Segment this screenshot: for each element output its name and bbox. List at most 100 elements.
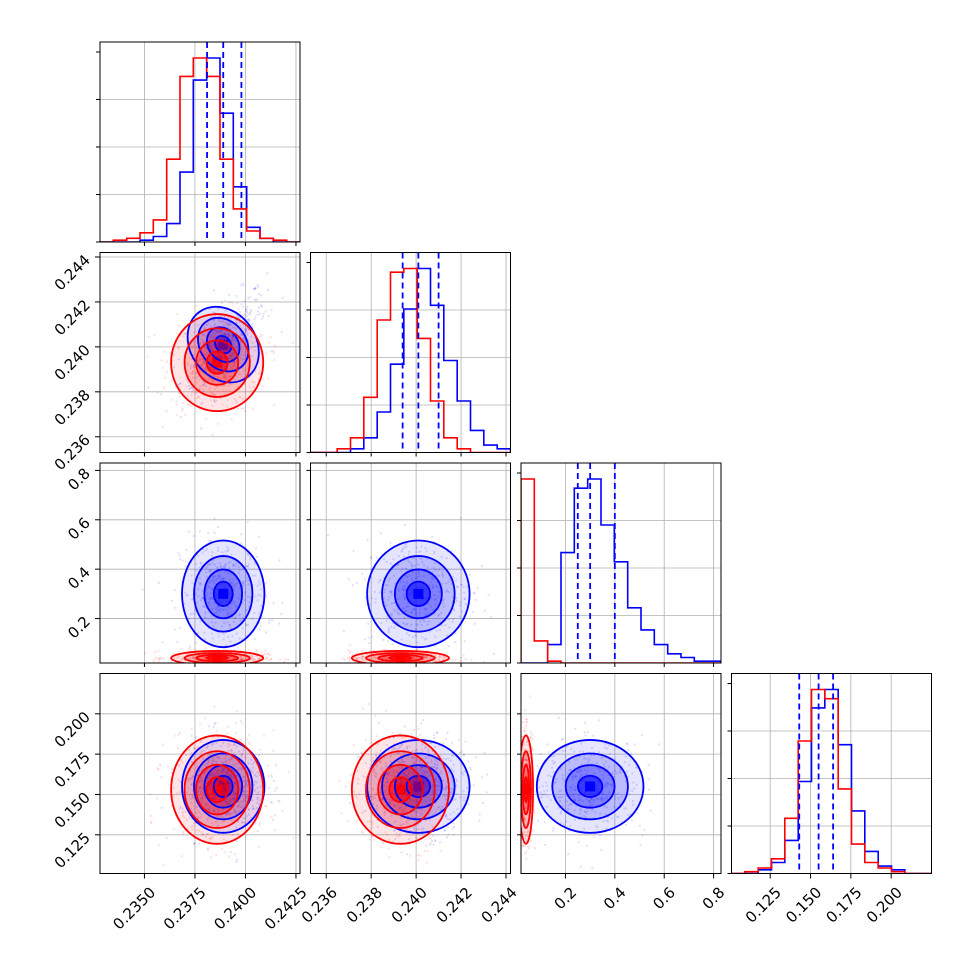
scatter-point	[573, 809, 576, 812]
scatter-point	[421, 591, 424, 595]
scatter-point	[192, 364, 195, 367]
scatter-point	[227, 774, 230, 777]
scatter-point	[533, 811, 536, 814]
scatter-point	[425, 588, 428, 591]
scatter-point	[552, 762, 555, 765]
scatter-point	[194, 649, 197, 652]
scatter-point	[238, 395, 241, 398]
scatter-point	[605, 795, 608, 799]
scatter-point	[438, 628, 442, 632]
scatter-point	[416, 789, 419, 793]
scatter-point	[193, 747, 196, 750]
scatter-point	[205, 324, 208, 327]
scatter-point	[349, 801, 352, 804]
scatter-point	[176, 413, 179, 416]
scatter-point	[459, 601, 462, 604]
scatter-point	[246, 796, 249, 799]
scatter-point	[156, 767, 159, 770]
scatter-point	[397, 597, 400, 601]
scatter-point	[193, 366, 196, 369]
scatter-point	[235, 710, 238, 713]
scatter-point	[225, 333, 228, 336]
scatter-point	[360, 830, 363, 833]
scatter-point	[265, 594, 268, 597]
scatter-point	[414, 611, 417, 615]
scatter-point	[411, 750, 414, 753]
scatter-point	[241, 804, 245, 807]
scatter-point	[406, 745, 409, 748]
scatter-point	[472, 591, 475, 594]
scatter-point	[187, 530, 191, 533]
scatter-point	[437, 590, 440, 593]
scatter-point	[213, 809, 216, 812]
scatter-point	[246, 318, 249, 321]
scatter-point	[272, 351, 275, 354]
scatter-point	[342, 629, 345, 633]
scatter-point	[199, 790, 202, 794]
scatter-point	[237, 750, 241, 753]
scatter-point	[543, 790, 546, 793]
scatter-point	[411, 608, 414, 611]
scatter-point	[243, 821, 246, 824]
scatter-point	[227, 855, 231, 858]
scatter-point	[393, 829, 396, 832]
scatter-point	[395, 748, 398, 751]
scatter-point	[222, 356, 225, 359]
scatter-point	[259, 594, 262, 597]
scatter-point	[200, 427, 203, 430]
scatter-point	[207, 377, 210, 380]
scatter-point	[443, 658, 446, 661]
scatter-point	[398, 613, 401, 616]
scatter-point	[225, 390, 228, 393]
scatter-point	[191, 346, 194, 349]
scatter-point	[412, 760, 415, 763]
scatter-point	[627, 748, 630, 752]
scatter-point	[369, 603, 372, 606]
scatter-point	[234, 792, 237, 795]
density-peak	[218, 339, 229, 350]
scatter-point	[264, 582, 267, 585]
scatter-point	[232, 743, 235, 746]
scatter-point	[208, 597, 211, 600]
scatter-point	[190, 761, 194, 764]
scatter-point	[267, 775, 270, 778]
scatter-point	[369, 556, 373, 559]
scatter-point	[521, 845, 524, 848]
scatter-point	[198, 530, 201, 533]
scatter-point	[601, 798, 604, 802]
scatter-point	[233, 790, 236, 794]
scatter-point	[224, 608, 227, 611]
scatter-point	[599, 834, 602, 837]
scatter-point	[338, 780, 341, 783]
scatter-point	[180, 658, 183, 661]
scatter-point	[250, 770, 253, 773]
scatter-point	[235, 582, 239, 585]
scatter-point	[578, 771, 582, 774]
scatter-point	[212, 289, 215, 292]
scatter-point	[253, 288, 256, 291]
scatter-point	[256, 801, 259, 804]
scatter-point	[226, 802, 229, 805]
scatter-point	[413, 728, 416, 732]
scatter-point	[193, 842, 196, 845]
scatter-point	[569, 789, 573, 793]
scatter-point	[611, 817, 614, 820]
scatter-point	[609, 783, 612, 786]
scatter-point	[523, 729, 526, 733]
scatter-point	[207, 807, 210, 811]
scatter-point	[260, 604, 263, 608]
scatter-point	[270, 775, 273, 778]
scatter-point	[212, 773, 215, 776]
scatter-point	[210, 569, 213, 572]
scatter-point	[431, 586, 434, 590]
scatter-point	[390, 625, 393, 629]
scatter-point	[223, 332, 226, 335]
scatter-point	[243, 779, 246, 782]
scatter-point	[231, 635, 234, 638]
scatter-point	[243, 656, 246, 659]
scatter-point	[392, 558, 395, 561]
scatter-point	[223, 621, 226, 625]
scatter-point	[423, 655, 426, 659]
scatter-point	[441, 779, 444, 782]
scatter-point	[164, 376, 167, 379]
